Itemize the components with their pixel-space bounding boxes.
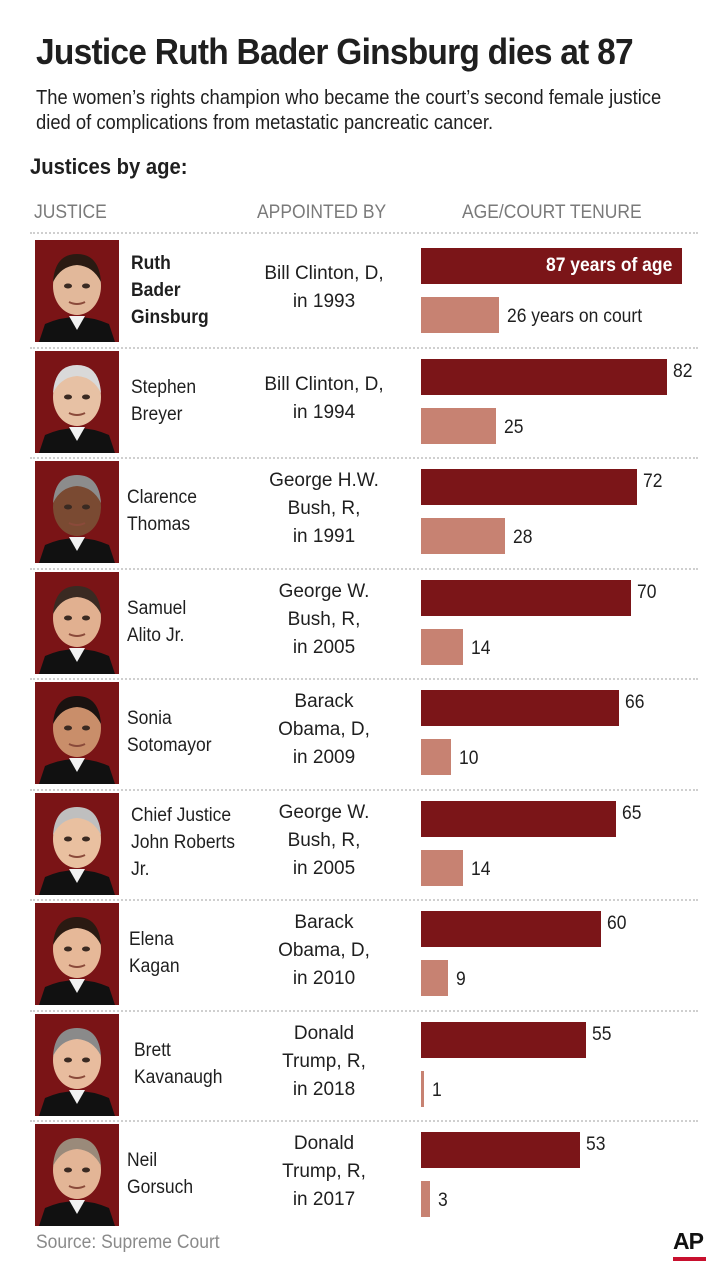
- justice-portrait: [35, 571, 119, 674]
- tenure-bar: [421, 407, 496, 444]
- age-bar: [421, 579, 631, 616]
- header-divider: [30, 232, 698, 234]
- age-bar: [421, 469, 637, 505]
- tenure-label: 28: [513, 527, 533, 548]
- age-bar: [421, 690, 619, 726]
- tenure-label: 9: [456, 969, 466, 990]
- row-divider: [30, 899, 698, 901]
- appointed-by: Donald Trump, R, in 2017: [282, 1133, 366, 1210]
- age-bar: [421, 1021, 586, 1058]
- justice-portrait: [35, 1124, 119, 1226]
- justice-name: Elena Kagan: [129, 929, 180, 977]
- row-divider: [30, 1009, 698, 1012]
- tenure-bar: [421, 960, 448, 996]
- tenure-bar: [421, 628, 463, 665]
- appointed-by: Barack Obama, D, in 2009: [278, 691, 370, 768]
- tenure-bar: [421, 849, 463, 886]
- row-divider: [30, 788, 698, 791]
- appointed-by: Donald Trump, R, in 2018: [282, 1022, 366, 1100]
- row-divider: [30, 346, 698, 349]
- age-label: 55: [592, 1023, 612, 1045]
- justice-name: Chief Justice John Roberts Jr.: [131, 805, 235, 880]
- justice-name: Ruth Bader Ginsburg: [131, 252, 209, 328]
- ap-logo: AP: [673, 1228, 704, 1254]
- justice-portrait: [35, 1013, 119, 1116]
- justice-name: Samuel Alito Jr.: [127, 597, 187, 646]
- age-label: 66: [625, 692, 645, 713]
- page-subtitle: The women’s rights champion who became t…: [36, 87, 662, 134]
- tenure-bar: [421, 1181, 430, 1217]
- tenure-label: 1: [432, 1079, 442, 1101]
- age-label: 82: [673, 360, 693, 382]
- source-note: Source: Supreme Court: [36, 1232, 220, 1253]
- justice-portrait: [35, 461, 119, 563]
- row-divider: [30, 678, 698, 680]
- justice-name: Neil Gorsuch: [127, 1150, 194, 1198]
- tenure-label: 14: [471, 637, 491, 659]
- appointed-by: Bill Clinton, D, in 1994: [264, 373, 384, 423]
- appointed-by: Bill Clinton, D, in 1993: [264, 263, 384, 312]
- justice-name: Brett Kavanaugh: [134, 1039, 223, 1088]
- tenure-bar: [421, 739, 451, 775]
- column-header-justice: JUSTICE: [34, 202, 107, 223]
- appointed-by: George H.W. Bush, R, in 1991: [269, 470, 379, 547]
- age-label: 53: [586, 1134, 606, 1155]
- justice-name: Sonia Sotomayor: [127, 708, 212, 756]
- tenure-bar: [421, 297, 499, 333]
- justice-portrait: [35, 792, 119, 895]
- age-bar: [421, 248, 682, 284]
- justice-portrait: [35, 682, 119, 784]
- justice-portrait: [35, 240, 119, 342]
- justice-portrait: [35, 903, 119, 1005]
- age-bar: [421, 1132, 580, 1168]
- age-label: 60: [607, 913, 627, 934]
- age-bar: [421, 800, 616, 837]
- justice-portrait: [35, 350, 119, 453]
- tenure-label: 26 years on court: [507, 306, 643, 327]
- appointed-by: George W. Bush, R, in 2005: [278, 580, 370, 658]
- row-divider: [30, 1120, 698, 1122]
- appointed-by: Barack Obama, D, in 2010: [278, 912, 370, 989]
- age-label: 70: [637, 581, 657, 603]
- tenure-label: 25: [504, 416, 524, 438]
- tenure-bar: [421, 1070, 424, 1107]
- justice-name: Stephen Breyer: [131, 376, 197, 425]
- age-bar: [421, 358, 667, 395]
- page-title: Justice Ruth Bader Ginsburg dies at 87: [36, 31, 634, 72]
- ap-logo-underline: [673, 1257, 706, 1261]
- row-divider: [30, 457, 698, 459]
- age-label: 87 years of age: [545, 255, 672, 276]
- age-label: 72: [643, 471, 663, 492]
- justice-name: Clarence Thomas: [127, 487, 197, 535]
- section-title: Justices by age:: [30, 154, 188, 179]
- tenure-bar: [421, 518, 505, 554]
- tenure-label: 3: [438, 1190, 448, 1211]
- tenure-label: 10: [459, 748, 479, 769]
- appointed-by: George W. Bush, R, in 2005: [278, 801, 370, 879]
- column-header-age-tenure: AGE/COURT TENURE: [462, 202, 642, 223]
- column-header-appointed-by: APPOINTED BY: [257, 202, 387, 223]
- age-label: 65: [622, 802, 642, 824]
- age-bar: [421, 911, 601, 947]
- tenure-label: 14: [471, 858, 491, 880]
- row-divider: [30, 567, 698, 570]
